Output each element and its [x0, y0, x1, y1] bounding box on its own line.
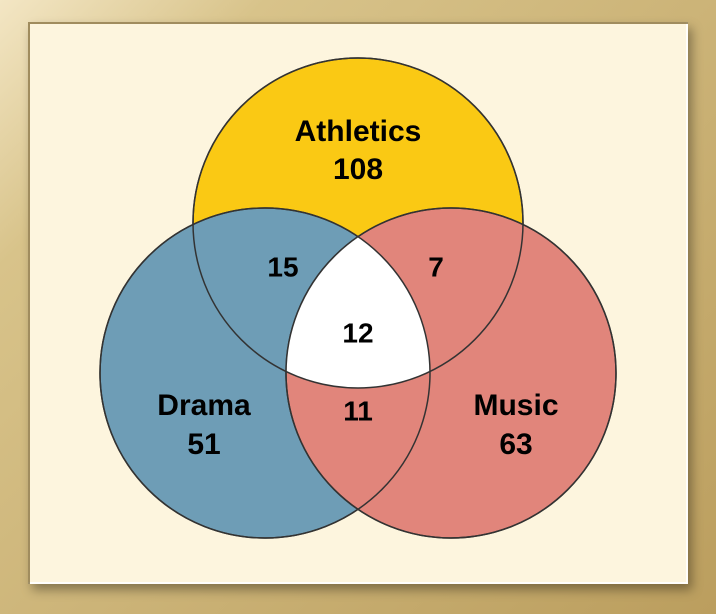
overlap-drama-music: 11: [343, 395, 373, 426]
venn-panel: Athletics 108 Drama 51 Music 63 15 7 11 …: [28, 22, 688, 584]
overlap-athletics-drama: 15: [267, 251, 298, 282]
label-athletics: Athletics: [295, 115, 422, 148]
venn-diagram: Athletics 108 Drama 51 Music 63 15 7 11 …: [28, 22, 688, 584]
value-athletics-only: 108: [333, 153, 383, 186]
label-music: Music: [473, 389, 558, 422]
overlap-athletics-music: 7: [428, 251, 444, 282]
value-music-only: 63: [499, 428, 532, 461]
value-drama-only: 51: [187, 428, 220, 461]
overlap-center: 12: [342, 317, 373, 348]
bevel-frame: Athletics 108 Drama 51 Music 63 15 7 11 …: [0, 0, 716, 614]
label-drama: Drama: [157, 389, 251, 422]
